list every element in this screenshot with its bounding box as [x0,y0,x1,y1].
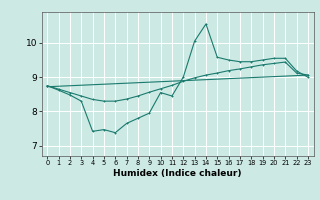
X-axis label: Humidex (Indice chaleur): Humidex (Indice chaleur) [113,169,242,178]
